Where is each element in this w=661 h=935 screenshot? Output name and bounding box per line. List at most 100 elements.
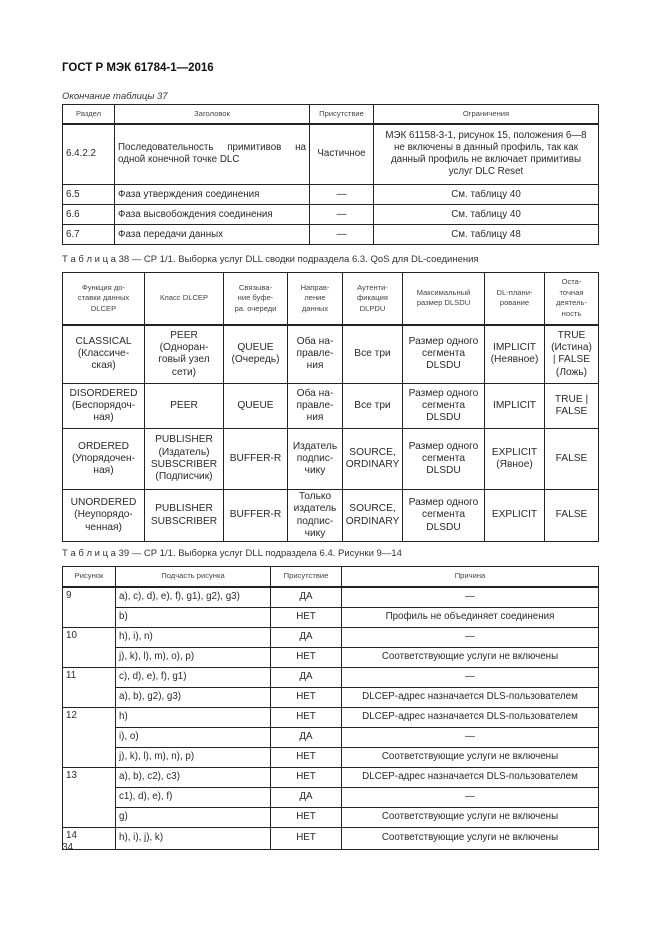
column-header: Оста- точная деятель- ность (544, 272, 599, 325)
reason-cell: — (341, 586, 599, 608)
table-cell: DISORDERED (Беспорядоч- ная) (62, 383, 145, 429)
title-cell: Последовательность примитивов на одной к… (114, 123, 310, 185)
figure-cell: 12 (62, 706, 116, 768)
subpart-cell: a), b), c2), c3) (115, 766, 271, 788)
table-row: b) НЕТ Профиль не объединяет соединения (63, 606, 599, 628)
table-row: g) НЕТ Соответствующие услуги не включены (63, 806, 599, 828)
column-header: Ограничения (373, 104, 599, 124)
reason-cell: Соответствующие услуги не включены (341, 646, 599, 668)
table-row: 6.7 Фаза передачи данных — См. таблицу 48 (62, 224, 599, 245)
subpart-cell: a), b), g2), g3) (115, 686, 271, 708)
reason-cell: Соответствующие услуги не включены (341, 826, 599, 850)
table-row: 9 a), c), d), e), f), g1), g2), g3) ДА — (62, 586, 599, 628)
reason-cell: Профиль не объединяет соединения (341, 606, 599, 628)
limits-cell: См. таблицу 48 (373, 224, 599, 245)
reason-cell: — (341, 666, 599, 688)
presence-cell: НЕТ (270, 766, 342, 788)
table-cell: PUBLISHER (Издатель) SUBSCRIBER (Подписч… (144, 428, 224, 490)
figure-cell: 13 (62, 766, 116, 828)
subpart-cell: j), k), l), m), n), p) (115, 746, 271, 768)
table38-caption: Т а б л и ц а 38 — СР 1/1. Выборка услуг… (62, 254, 479, 265)
table39-caption: Т а б л и ц а 39 — СР 1/1. Выборка услуг… (62, 548, 402, 559)
column-header: Присутствие (309, 104, 374, 124)
table-row: CLASSICAL (Классиче- ская) PEER (Одноран-… (62, 324, 599, 384)
figure-cell: 10 (62, 626, 116, 668)
table-cell: Размер одного сегмента DLSDU (402, 324, 485, 384)
table-cell: PEER (Одноран- говый узел сети) (144, 324, 224, 384)
subpart-cell: c), d), e), f), g1) (115, 666, 271, 688)
table-cell: FALSE (544, 489, 599, 542)
subpart-cell: g) (115, 806, 271, 828)
subpart-cell: b) (115, 606, 271, 628)
table-cell: QUEUE (223, 383, 288, 429)
reason-cell: DLCEP-адрес назначается DLS-пользователе… (341, 706, 599, 728)
table-cell: EXPLICIT (484, 489, 545, 542)
subpart-cell: c1), d), e), f) (115, 786, 271, 808)
table-row: i), o) ДА — (63, 726, 599, 748)
subpart-cell: h) (115, 706, 271, 728)
column-header: Присутствие (270, 566, 342, 587)
presence-cell: ДА (270, 586, 342, 608)
table-row: j), k), l), m), n), p) НЕТ Соответствующие… (63, 746, 599, 768)
column-header: Заголовок (114, 104, 310, 124)
table-header-row: Раздел Заголовок Присутствие Ограничения (62, 104, 599, 124)
table-cell: EXPLICIT (Явное) (484, 428, 545, 490)
presence-cell: ДА (270, 666, 342, 688)
column-header: DL-плани- рование (484, 272, 545, 325)
limits-cell: См. таблицу 40 (373, 204, 599, 225)
table-cell: Оба на- правле- ния (287, 383, 343, 429)
table37-caption: Окончание таблицы 37 (62, 91, 168, 102)
section-cell: 6.6 (62, 204, 115, 225)
table-row: a), b), g2), g3) НЕТ DLCEP-адрес назначает… (63, 686, 599, 708)
table-cell: TRUE | FALSE (544, 383, 599, 429)
table-header-row: Рисунок Подчасть рисунка Присутствие Причин… (62, 566, 599, 587)
table-cell: CLASSICAL (Классиче- ская) (62, 324, 145, 384)
page-number: 34 (62, 842, 74, 853)
column-header: Функция до- ставки данных DLCEP (62, 272, 145, 325)
table-37: Раздел Заголовок Присутствие Ограничения… (62, 104, 599, 245)
subpart-cell: a), c), d), e), f), g1), g2), g3) (115, 586, 271, 608)
table-cell: FALSE (544, 428, 599, 490)
reason-cell: — (341, 726, 599, 748)
table-row: 6.4.2.2 Последовательность примитивов на … (62, 123, 599, 185)
subpart-cell: h), i), j), k) (115, 826, 271, 850)
column-header: Связыва- ние буфе- ра. очереди (223, 272, 288, 325)
presence-cell: НЕТ (270, 606, 342, 628)
presence-cell: ДА (270, 726, 342, 748)
presence-cell: — (309, 204, 374, 225)
column-header: Класс DLCEP (144, 272, 224, 325)
table-cell: BUFFER-R (223, 428, 288, 490)
presence-cell: НЕТ (270, 826, 342, 850)
table-row: UNORDERED (Неупорядо- ченная) PUBLISHER S… (62, 489, 599, 542)
section-cell: 6.5 (62, 184, 115, 205)
reason-cell: — (341, 626, 599, 648)
presence-cell: НЕТ (270, 646, 342, 668)
table-cell: ORDERED (Упорядочен- ная) (62, 428, 145, 490)
limits-cell: См. таблицу 40 (373, 184, 599, 205)
table-row: 13 a), b), c2), c3) НЕТ DLCEP-адрес назнача… (62, 766, 599, 828)
presence-cell: — (309, 224, 374, 245)
presence-cell: — (309, 184, 374, 205)
table-cell: Все три (342, 383, 403, 429)
reason-cell: — (341, 786, 599, 808)
table-cell: QUEUE (Очередь) (223, 324, 288, 384)
reason-cell: Соответствующие услуги не включены (341, 806, 599, 828)
section-cell: 6.4.2.2 (62, 123, 115, 185)
column-header: Максимальный размер DLSDU (402, 272, 485, 325)
presence-cell: НЕТ (270, 686, 342, 708)
table-cell: Размер одного сегмента DLSDU (402, 428, 485, 490)
table-cell: IMPLICIT (Неявное) (484, 324, 545, 384)
table-cell: PUBLISHER SUBSCRIBER (144, 489, 224, 542)
table-row: ORDERED (Упорядочен- ная) PUBLISHER (Изда… (62, 428, 599, 490)
subpart-cell: j), k), l), m), o), p) (115, 646, 271, 668)
title-cell: Фаза утверждения соединения (114, 184, 310, 205)
subpart-cell: h), i), n) (115, 626, 271, 648)
table-row: 6.5 Фаза утверждения соединения — См. табли… (62, 184, 599, 205)
table-cell: Размер одного сегмента DLSDU (402, 489, 485, 542)
table-cell: UNORDERED (Неупорядо- ченная) (62, 489, 145, 542)
title-cell: Фаза передачи данных (114, 224, 310, 245)
table-39: Рисунок Подчасть рисунка Присутствие Причин… (62, 566, 599, 850)
presence-cell: ДА (270, 626, 342, 648)
figure-cell: 9 (62, 586, 116, 628)
section-cell: 6.7 (62, 224, 115, 245)
